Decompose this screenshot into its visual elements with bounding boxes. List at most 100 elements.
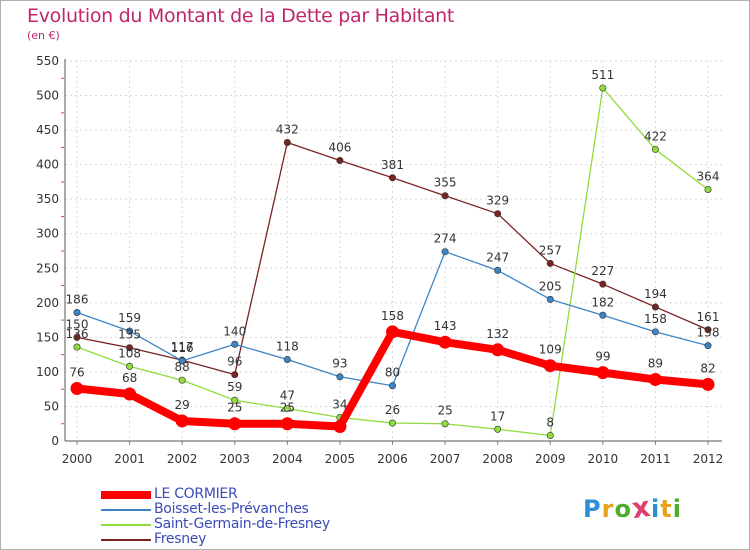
legend-item: Boisset-les-Prévanches xyxy=(101,501,401,517)
data-label-saint-germain-de-fresney: 25 xyxy=(437,404,452,418)
data-point-boisset-les-prevanches xyxy=(336,373,344,381)
legend-item: LE CORMIER xyxy=(101,486,401,502)
data-label-boisset-les-prevanches: 138 xyxy=(697,326,720,340)
data-point-saint-germain-de-fresney xyxy=(178,376,186,384)
data-label-le-cormier: 25 xyxy=(227,401,242,415)
logo-letter: r xyxy=(601,495,615,523)
data-label-le-cormier: 76 xyxy=(69,365,84,379)
data-label-le-cormier: 132 xyxy=(486,327,509,341)
y-tick-label: 300 xyxy=(36,227,59,241)
data-label-le-cormier: 25 xyxy=(280,401,295,415)
data-label-fresney: 150 xyxy=(66,317,89,331)
data-point-le-cormier xyxy=(228,417,242,431)
data-label-boisset-les-prevanches: 118 xyxy=(276,339,299,353)
data-point-le-cormier xyxy=(596,366,610,380)
legend-item: Saint-Germain-de-Fresney xyxy=(101,516,401,532)
chart-title: Evolution du Montant de la Dette par Hab… xyxy=(27,5,455,27)
data-label-boisset-les-prevanches: 182 xyxy=(591,295,614,309)
x-tick-label: 2010 xyxy=(588,452,619,466)
data-point-fresney xyxy=(388,174,396,182)
data-point-boisset-les-prevanches xyxy=(73,308,81,316)
legend-label: LE CORMIER xyxy=(154,486,238,502)
x-tick-label: 2008 xyxy=(482,452,513,466)
logo-letter: t xyxy=(660,495,673,523)
data-label-le-cormier: 29 xyxy=(175,398,190,412)
data-label-boisset-les-prevanches: 205 xyxy=(539,279,562,293)
data-label-boisset-les-prevanches: 159 xyxy=(118,311,141,325)
data-point-le-cormier xyxy=(70,381,84,395)
data-point-fresney xyxy=(494,210,502,218)
data-label-le-cormier: 68 xyxy=(122,371,137,385)
data-point-boisset-les-prevanches xyxy=(283,355,291,363)
data-point-boisset-les-prevanches xyxy=(388,382,396,390)
data-label-boisset-les-prevanches: 80 xyxy=(385,366,400,380)
data-point-saint-germain-de-fresney xyxy=(126,362,134,370)
data-label-boisset-les-prevanches: 140 xyxy=(223,324,246,338)
data-label-boisset-les-prevanches: 158 xyxy=(644,312,667,326)
y-tick-label: 550 xyxy=(36,54,59,68)
data-point-le-cormier xyxy=(333,419,347,433)
data-label-boisset-les-prevanches: 247 xyxy=(486,250,509,264)
data-label-saint-germain-de-fresney: 364 xyxy=(697,170,720,184)
x-tick-label: 2003 xyxy=(219,452,250,466)
data-point-saint-germain-de-fresney xyxy=(283,405,291,413)
data-label-saint-germain-de-fresney: 422 xyxy=(644,129,667,143)
data-label-le-cormier: 82 xyxy=(700,361,715,375)
data-label-le-cormier: 99 xyxy=(595,350,610,364)
data-point-fresney xyxy=(441,192,449,200)
data-point-saint-germain-de-fresney xyxy=(441,420,449,428)
data-point-boisset-les-prevanches xyxy=(178,357,186,365)
logo-letter: P xyxy=(583,495,602,523)
data-label-fresney: 257 xyxy=(539,243,562,257)
data-labels: 150 135 117 96 432 406 381 355 329 257 227 194 161 13… xyxy=(66,68,720,430)
data-label-le-cormier: 158 xyxy=(381,309,404,323)
x-tick-label: 2004 xyxy=(272,452,303,466)
y-tick-label: 400 xyxy=(36,158,59,172)
logo-letter: o xyxy=(614,495,632,523)
series-lines xyxy=(70,84,715,439)
y-tick-label: 500 xyxy=(36,89,59,103)
y-tick-label: 50 xyxy=(44,399,59,413)
data-label-fresney: 227 xyxy=(591,264,614,278)
data-point-saint-germain-de-fresney xyxy=(704,186,712,194)
data-label-saint-germain-de-fresney: 59 xyxy=(227,380,242,394)
legend-swatch xyxy=(101,539,151,541)
data-point-le-cormier xyxy=(543,359,557,373)
data-label-saint-germain-de-fresney: 47 xyxy=(280,389,295,403)
data-label-le-cormier: 143 xyxy=(434,319,457,333)
data-label-saint-germain-de-fresney: 17 xyxy=(490,409,505,423)
data-label-fresney: 96 xyxy=(227,355,242,369)
data-point-le-cormier xyxy=(175,414,189,428)
data-point-saint-germain-de-fresney xyxy=(73,343,81,351)
data-label-saint-germain-de-fresney: 108 xyxy=(118,346,141,360)
data-point-boisset-les-prevanches xyxy=(494,266,502,274)
data-point-fresney xyxy=(546,259,554,267)
data-label-le-cormier: 109 xyxy=(539,343,562,357)
data-point-saint-germain-de-fresney xyxy=(599,84,607,92)
data-label-boisset-les-prevanches: 116 xyxy=(171,341,194,355)
data-label-fresney: 355 xyxy=(434,176,457,190)
data-point-boisset-les-prevanches xyxy=(546,295,554,303)
data-point-fresney xyxy=(126,344,134,352)
data-point-le-cormier xyxy=(438,335,452,349)
data-point-fresney xyxy=(336,156,344,164)
legend: LE CORMIER Boisset-les-Prévanches Saint-Ge… xyxy=(101,486,401,547)
data-label-saint-germain-de-fresney: 136 xyxy=(66,327,89,341)
data-label-boisset-les-prevanches: 186 xyxy=(66,292,89,306)
logo-letter: i xyxy=(672,495,682,523)
logo-letter: i xyxy=(651,495,661,523)
x-tick-label: 2007 xyxy=(430,452,461,466)
legend-swatch xyxy=(101,524,151,526)
data-label-fresney: 161 xyxy=(697,310,720,324)
legend-swatch xyxy=(101,491,151,499)
data-label-fresney: 117 xyxy=(171,340,194,354)
data-point-fresney xyxy=(283,139,291,147)
data-label-boisset-les-prevanches: 274 xyxy=(434,232,457,246)
data-label-saint-germain-de-fresney: 8 xyxy=(546,415,554,429)
data-point-saint-germain-de-fresney xyxy=(546,431,554,439)
legend-label: Boisset-les-Prévanches xyxy=(154,501,309,517)
data-point-fresney xyxy=(704,326,712,334)
y-tick-label: 200 xyxy=(36,296,59,310)
data-point-boisset-les-prevanches xyxy=(441,248,449,256)
